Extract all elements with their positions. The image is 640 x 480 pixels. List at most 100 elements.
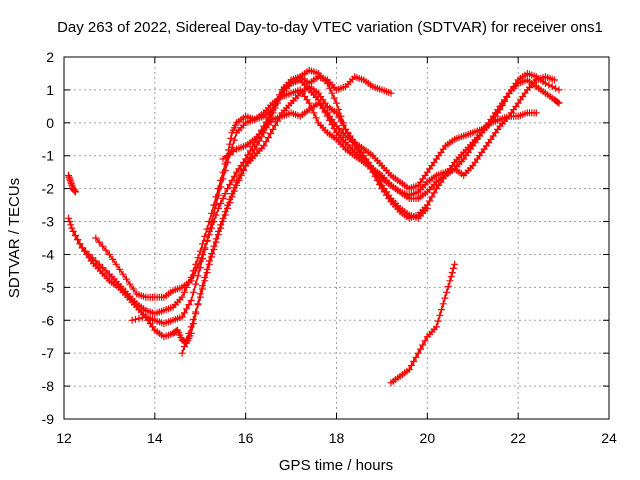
data-point: [262, 124, 270, 132]
data-point: [92, 257, 100, 265]
data-point: [185, 301, 193, 309]
data-point: [199, 240, 206, 248]
data-point: [82, 247, 90, 255]
data-point: [224, 158, 231, 166]
data-point: [271, 104, 279, 112]
data-point: [555, 86, 563, 94]
x-tick-label: 24: [601, 430, 617, 446]
data-point: [328, 121, 336, 128]
data-point: [76, 240, 84, 248]
data-point: [407, 362, 415, 369]
data-point: [441, 294, 449, 302]
data-point: [132, 315, 139, 323]
data-point: [212, 238, 220, 246]
data-point: [337, 112, 345, 120]
data-point: [267, 114, 275, 122]
data-point: [501, 97, 508, 105]
data-point: [330, 125, 338, 133]
data-point: [205, 227, 213, 235]
data-point: [414, 349, 422, 357]
data-point: [217, 224, 225, 232]
data-point: [221, 211, 229, 219]
data-point: [446, 277, 454, 285]
data-point: [180, 309, 188, 317]
data-point: [183, 336, 191, 344]
y-tick-label: 2: [46, 49, 54, 65]
data-point: [187, 297, 195, 304]
data-point: [219, 218, 227, 225]
data-point: [428, 193, 436, 201]
data-point: [376, 181, 384, 188]
data-point: [228, 193, 236, 201]
data-point: [227, 134, 235, 142]
data-point: [314, 96, 322, 104]
data-point: [541, 79, 549, 87]
data-point: [224, 185, 231, 193]
chart-title: Day 263 of 2022, Sidereal Day-to-day VTE…: [57, 19, 603, 36]
y-tick-label: 1: [46, 82, 54, 98]
data-point: [68, 224, 76, 232]
data-point: [187, 323, 195, 331]
data-point: [228, 144, 236, 151]
data-point: [214, 191, 222, 199]
data-point: [443, 288, 451, 296]
data-point: [109, 255, 117, 263]
data-point: [371, 172, 379, 180]
data-point: [85, 251, 93, 258]
data-point: [434, 317, 442, 325]
y-axis: 2 1 0 -1 -2 -3 -4 -5 -6 -7 -8 -9: [42, 49, 609, 427]
x-tick-label: 16: [238, 430, 254, 446]
data-point: [92, 234, 100, 242]
data-point: [210, 209, 218, 217]
data-point: [219, 175, 227, 183]
data-point: [192, 280, 200, 288]
y-tick-label: -6: [42, 312, 55, 328]
data-point: [95, 238, 103, 246]
x-tick-label: 20: [420, 430, 436, 446]
data-point: [335, 106, 343, 114]
data-point: [317, 100, 325, 108]
data-point: [105, 251, 113, 258]
data-point: [274, 99, 281, 107]
data-point: [66, 218, 74, 225]
data-point: [449, 264, 457, 272]
data-point: [551, 76, 558, 84]
data-point: [178, 313, 186, 321]
data-point: [226, 199, 234, 207]
data-point: [339, 119, 347, 127]
data-point: [199, 285, 206, 293]
data-point: [230, 136, 238, 144]
data-point: [226, 181, 234, 188]
data-point: [251, 145, 259, 153]
data-point: [417, 345, 424, 353]
data-point: [448, 269, 456, 277]
data-point: [74, 236, 82, 244]
data-point: [532, 109, 540, 117]
data-point: [503, 93, 511, 101]
data-point: [242, 162, 250, 170]
data-point: [326, 116, 334, 124]
data-point: [342, 125, 350, 133]
data-point: [269, 125, 277, 133]
series-sat-h: [387, 260, 459, 387]
y-tick-label: -7: [42, 345, 55, 361]
x-tick-label: 22: [510, 430, 526, 446]
data-point: [65, 214, 72, 222]
data-point: [260, 129, 268, 137]
data-point: [255, 137, 263, 145]
data-point: [99, 264, 107, 272]
data-series: [65, 66, 563, 387]
data-point: [205, 260, 213, 268]
data-point: [185, 329, 193, 337]
data-point: [310, 109, 318, 117]
data-point: [135, 315, 143, 323]
data-point: [180, 343, 188, 351]
series-line: [95, 75, 392, 298]
data-point: [244, 158, 252, 165]
data-point: [112, 260, 120, 268]
data-point: [178, 349, 186, 357]
data-point: [444, 283, 452, 290]
data-point: [71, 232, 79, 239]
data-point: [498, 102, 506, 109]
